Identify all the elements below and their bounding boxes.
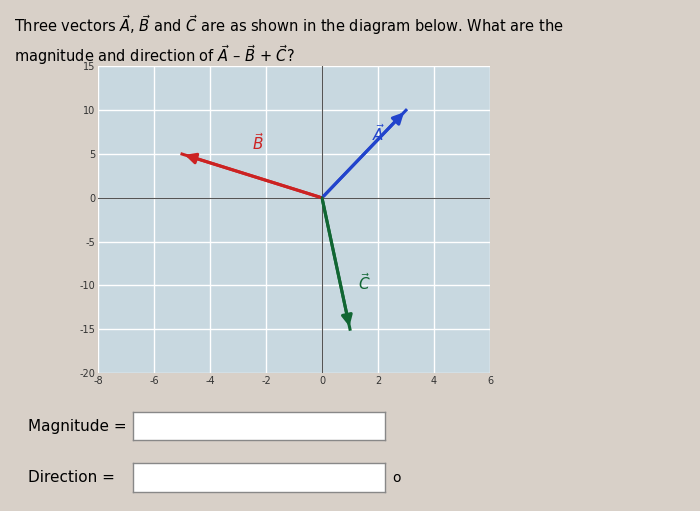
- Text: Direction =: Direction =: [28, 470, 115, 485]
- Text: $\vec{C}$: $\vec{C}$: [358, 272, 371, 293]
- Text: Three vectors $\vec{A}$, $\vec{B}$ and $\vec{C}$ are as shown in the diagram bel: Three vectors $\vec{A}$, $\vec{B}$ and $…: [14, 13, 564, 37]
- Text: o: o: [392, 471, 400, 485]
- Text: Magnitude =: Magnitude =: [28, 419, 127, 434]
- Text: $\vec{B}$: $\vec{B}$: [252, 132, 265, 153]
- Text: magnitude and direction of $\vec{A}$ – $\vec{B}$ + $\vec{C}$?: magnitude and direction of $\vec{A}$ – $…: [14, 43, 295, 67]
- Text: $\vec{A}$: $\vec{A}$: [372, 123, 386, 144]
